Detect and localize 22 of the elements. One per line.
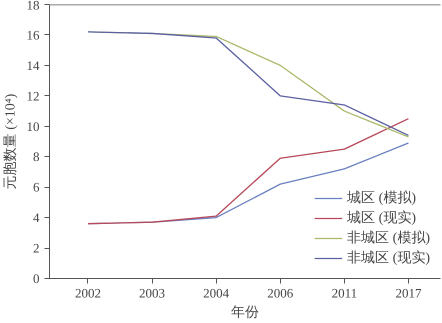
x-tick-label: 2002 [74,286,101,300]
legend-label: 非城区 (模拟) [347,229,430,247]
y-tick-label: 18 [26,0,40,12]
y-tick-label: 2 [33,240,40,256]
y-tick-label: 6 [33,180,40,195]
y-axis-title: 元胞数量 (×10⁴) [2,93,18,190]
legend-label: 城区 (现实) [347,209,416,227]
x-tick-label: 2003 [139,286,166,300]
legend-label: 城区 (模拟) [347,189,416,207]
y-tick-label: 14 [26,58,40,73]
x-tick-label: 2004 [203,286,230,300]
legend-label: 非城区 (现实) [347,249,430,267]
y-tick-label: 10 [26,118,40,134]
y-tick-label: 12 [26,88,40,104]
y-tick-label: 0 [33,271,40,286]
y-tick-label: 4 [33,210,40,226]
x-axis-title: 年份 [231,304,259,320]
x-tick-label: 2017 [395,286,422,300]
y-tick-label: 16 [26,27,40,42]
y-tick-label: 8 [33,149,40,164]
x-tick-label: 2011 [332,286,358,300]
x-tick-label: 2006 [267,286,294,300]
